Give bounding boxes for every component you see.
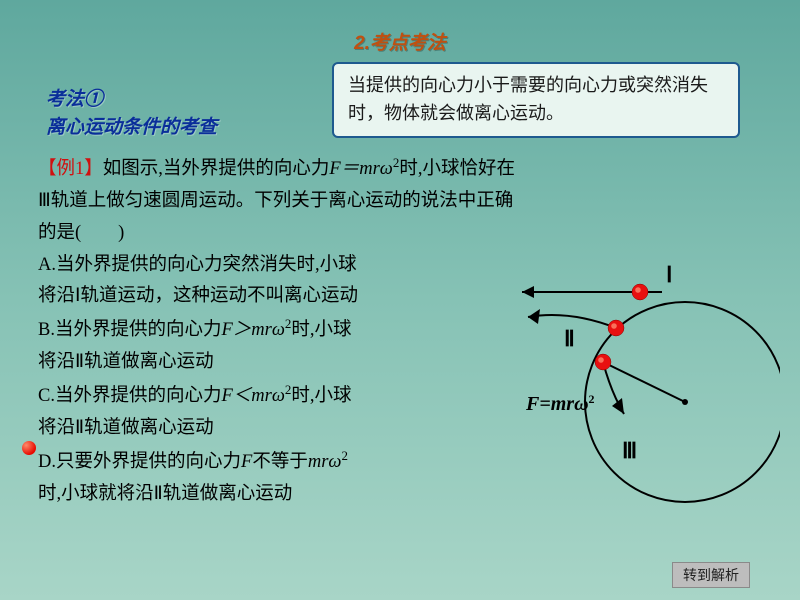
formula-gt: F＞mrω xyxy=(221,320,284,340)
opt-a-2: 将沿Ⅰ轨道运动，这种运动不叫离心运动 xyxy=(38,286,358,306)
opt-c-2: 将沿Ⅱ轨道做离心运动 xyxy=(38,418,214,438)
formula-eq: F＝mrω xyxy=(329,159,392,179)
opt-c-1a: C.当外界提供的向心力 xyxy=(38,386,221,406)
opt-d-1a: D.只要外界提供的向心力 xyxy=(38,452,241,472)
method-line1: 考法① xyxy=(46,89,103,110)
formula-mrw: mrω xyxy=(308,452,342,472)
question-body: 【例1】如图示,当外界提供的向心力F＝mrω2时,小球恰好在Ⅲ轨道上做匀速圆周运… xyxy=(38,152,518,511)
rule-callout: 当提供的向心力小于需要的向心力或突然消失时，物体就会做离心运动。 xyxy=(332,62,740,138)
opt-b-2: 将沿Ⅱ轨道做离心运动 xyxy=(38,352,214,372)
opt-a-1: A.当外界提供的向心力突然消失时,小球 xyxy=(38,255,357,275)
svg-text:Ⅲ: Ⅲ xyxy=(622,438,637,463)
answer-marker-dot xyxy=(22,441,36,455)
opt-b-1b: 时,小球 xyxy=(291,320,351,340)
svg-text:F=mrω2: F=mrω2 xyxy=(525,392,595,415)
opt-d-1b: 不等于 xyxy=(252,452,308,472)
opt-d-2: 时,小球就将沿Ⅱ轨道做离心运动 xyxy=(38,484,292,504)
section-title: 2.考点考法 xyxy=(354,28,446,55)
svg-text:Ⅰ: Ⅰ xyxy=(666,262,673,287)
opt-c-1b: 时,小球 xyxy=(291,386,351,406)
diagram-svg: Ⅰ Ⅱ Ⅲ F=mrω2 xyxy=(520,232,780,542)
opt-b-1a: B.当外界提供的向心力 xyxy=(38,320,221,340)
formula-lt: F＜mrω xyxy=(221,386,284,406)
trajectory-diagram: Ⅰ Ⅱ Ⅲ F=mrω2 xyxy=(520,232,780,542)
example-label: 【例1】 xyxy=(38,159,103,179)
method-heading: 考法① 离心运动条件的考查 xyxy=(46,86,217,141)
formula-f: F xyxy=(241,452,252,472)
intro-a: 如图示,当外界提供的向心力 xyxy=(103,159,330,179)
goto-solution-button[interactable]: 转到解析 xyxy=(672,562,750,588)
method-line2: 离心运动条件的考查 xyxy=(46,117,217,138)
svg-text:Ⅱ: Ⅱ xyxy=(564,326,575,351)
sq4: 2 xyxy=(341,448,347,463)
